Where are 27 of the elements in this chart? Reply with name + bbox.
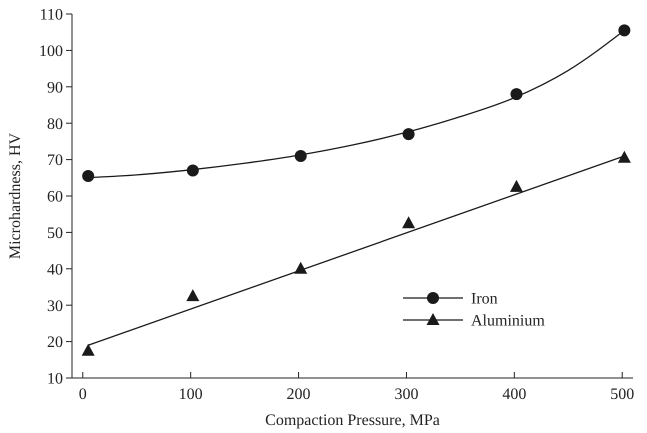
x-tick-label: 0 [78,386,87,403]
y-tick-label: 30 [47,298,63,315]
x-tick-label: 400 [502,386,526,403]
x-tick-label: 100 [178,386,203,403]
y-tick-label: 60 [47,188,63,206]
y-tick-label: 110 [40,6,63,24]
y-tick-label: 100 [39,43,63,60]
point [618,24,630,36]
legend-label: Iron [471,290,498,308]
x-tick-label: 200 [286,386,311,403]
y-tick-label: 90 [47,79,63,96]
point [618,150,631,163]
point [510,180,523,192]
y-axis-title: Microhardness, HV [7,132,24,260]
x-axis-title: Compaction Pressure, MPa [265,412,440,429]
legend-label: Aluminium [471,312,546,330]
y-tick-label: 10 [47,370,63,388]
x-tick-label: 300 [394,386,418,403]
y-tick-label: 50 [47,225,63,242]
point [402,216,416,228]
y-tick-label: 20 [47,334,63,352]
y-tick-label: 40 [47,261,63,278]
point [82,344,95,356]
x-tick-label: 500 [610,386,634,403]
point [186,289,200,302]
y-tick-label: 80 [47,116,63,133]
y-tick-label: 70 [47,152,63,170]
